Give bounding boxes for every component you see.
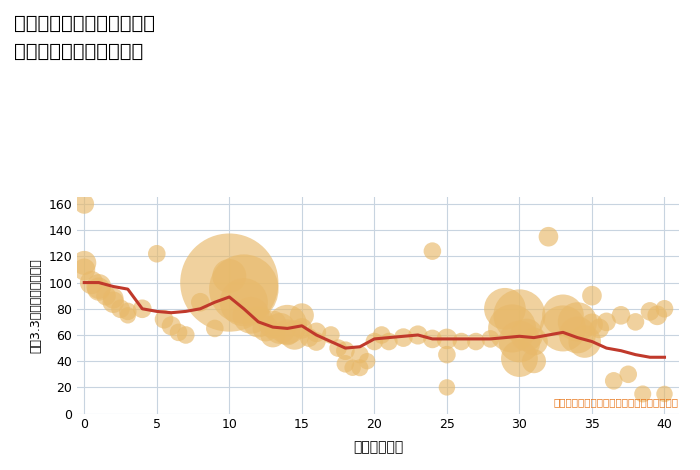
Point	[572, 318, 583, 326]
Point	[652, 312, 663, 319]
Point	[274, 325, 286, 332]
Point	[347, 364, 358, 371]
Point	[78, 266, 90, 273]
Point	[340, 360, 351, 368]
Point	[637, 390, 648, 398]
Point	[557, 325, 568, 332]
Point	[587, 321, 598, 328]
Point	[542, 233, 554, 241]
Point	[514, 338, 525, 345]
Point	[485, 335, 496, 343]
Point	[289, 331, 300, 339]
Point	[587, 292, 598, 299]
Point	[195, 298, 206, 306]
Point	[384, 338, 395, 345]
Point	[441, 351, 452, 359]
Point	[398, 334, 409, 341]
Point	[340, 347, 351, 354]
Point	[354, 364, 365, 371]
Point	[136, 305, 148, 313]
Point	[608, 377, 620, 384]
Point	[122, 312, 134, 319]
Point	[311, 329, 322, 336]
Point	[376, 331, 387, 339]
Point	[557, 312, 568, 319]
Point	[224, 279, 235, 286]
Point	[173, 329, 184, 336]
Point	[166, 322, 177, 329]
Text: 神奈川県横須賀市三春町の
築年数別中古戸建て価格: 神奈川県横須賀市三春町の 築年数別中古戸建て価格	[14, 14, 155, 61]
Point	[253, 318, 264, 326]
Point	[514, 312, 525, 319]
Point	[615, 312, 626, 319]
Point	[296, 325, 307, 332]
Point	[238, 285, 249, 293]
Point	[86, 279, 97, 286]
Point	[100, 292, 111, 299]
Point	[78, 200, 90, 208]
Point	[456, 338, 467, 345]
Point	[659, 390, 670, 398]
Point	[151, 250, 162, 258]
Point	[326, 331, 337, 339]
Point	[267, 331, 279, 339]
Point	[579, 338, 590, 345]
Point	[622, 370, 634, 378]
Point	[93, 285, 104, 293]
Point	[369, 338, 380, 345]
Point	[659, 305, 670, 313]
Point	[361, 357, 372, 365]
Point	[158, 315, 169, 323]
Point	[115, 305, 126, 313]
Point	[260, 325, 271, 332]
Point	[224, 272, 235, 280]
Point	[267, 321, 279, 328]
Point	[507, 325, 518, 332]
Point	[108, 298, 119, 306]
Point	[514, 355, 525, 362]
Point	[180, 331, 191, 339]
Point	[304, 334, 315, 341]
Point	[441, 384, 452, 391]
Point	[354, 351, 365, 359]
Point	[630, 318, 641, 326]
Point	[246, 312, 257, 319]
Point	[311, 338, 322, 345]
Point	[499, 305, 510, 313]
Point	[645, 308, 656, 315]
Point	[427, 247, 438, 255]
Point	[281, 321, 293, 328]
X-axis label: 築年数（年）: 築年数（年）	[353, 440, 403, 454]
Point	[281, 329, 293, 336]
Point	[427, 335, 438, 343]
Point	[594, 325, 605, 332]
Y-axis label: 坪（3.3㎡）単価（万円）: 坪（3.3㎡）単価（万円）	[29, 258, 43, 353]
Point	[78, 259, 90, 266]
Point	[238, 298, 249, 306]
Point	[332, 345, 344, 352]
Text: 円の大きさは、取引のあった物件面積を示す: 円の大きさは、取引のあった物件面積を示す	[554, 397, 679, 407]
Point	[528, 357, 540, 365]
Point	[209, 325, 220, 332]
Point	[93, 283, 104, 290]
Point	[521, 331, 532, 339]
Point	[412, 331, 423, 339]
Point	[296, 312, 307, 319]
Point	[470, 338, 482, 345]
Point	[601, 318, 612, 326]
Point	[122, 308, 134, 315]
Point	[441, 335, 452, 343]
Point	[108, 295, 119, 302]
Point	[572, 331, 583, 339]
Point	[528, 338, 540, 345]
